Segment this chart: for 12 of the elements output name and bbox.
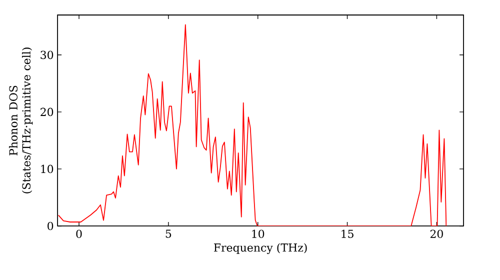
y-tick-label: 20 [40, 108, 54, 116]
x-tick-label: 15 [342, 230, 354, 238]
x-tick-label: 20 [430, 230, 443, 238]
y-axis-title: Phonon DOS (States/THz·primitive cell) [9, 48, 33, 194]
x-tick-label: 5 [166, 230, 172, 238]
line-series [58, 24, 447, 226]
x-axis-title: Frequency (THz) [214, 243, 307, 254]
y-tick-label: 0 [48, 222, 54, 230]
y-tick-label: 10 [41, 164, 54, 174]
x-tick-label: 10 [252, 230, 264, 238]
y-tick-label: 30 [40, 50, 54, 60]
x-tick-label: 0 [76, 230, 82, 238]
